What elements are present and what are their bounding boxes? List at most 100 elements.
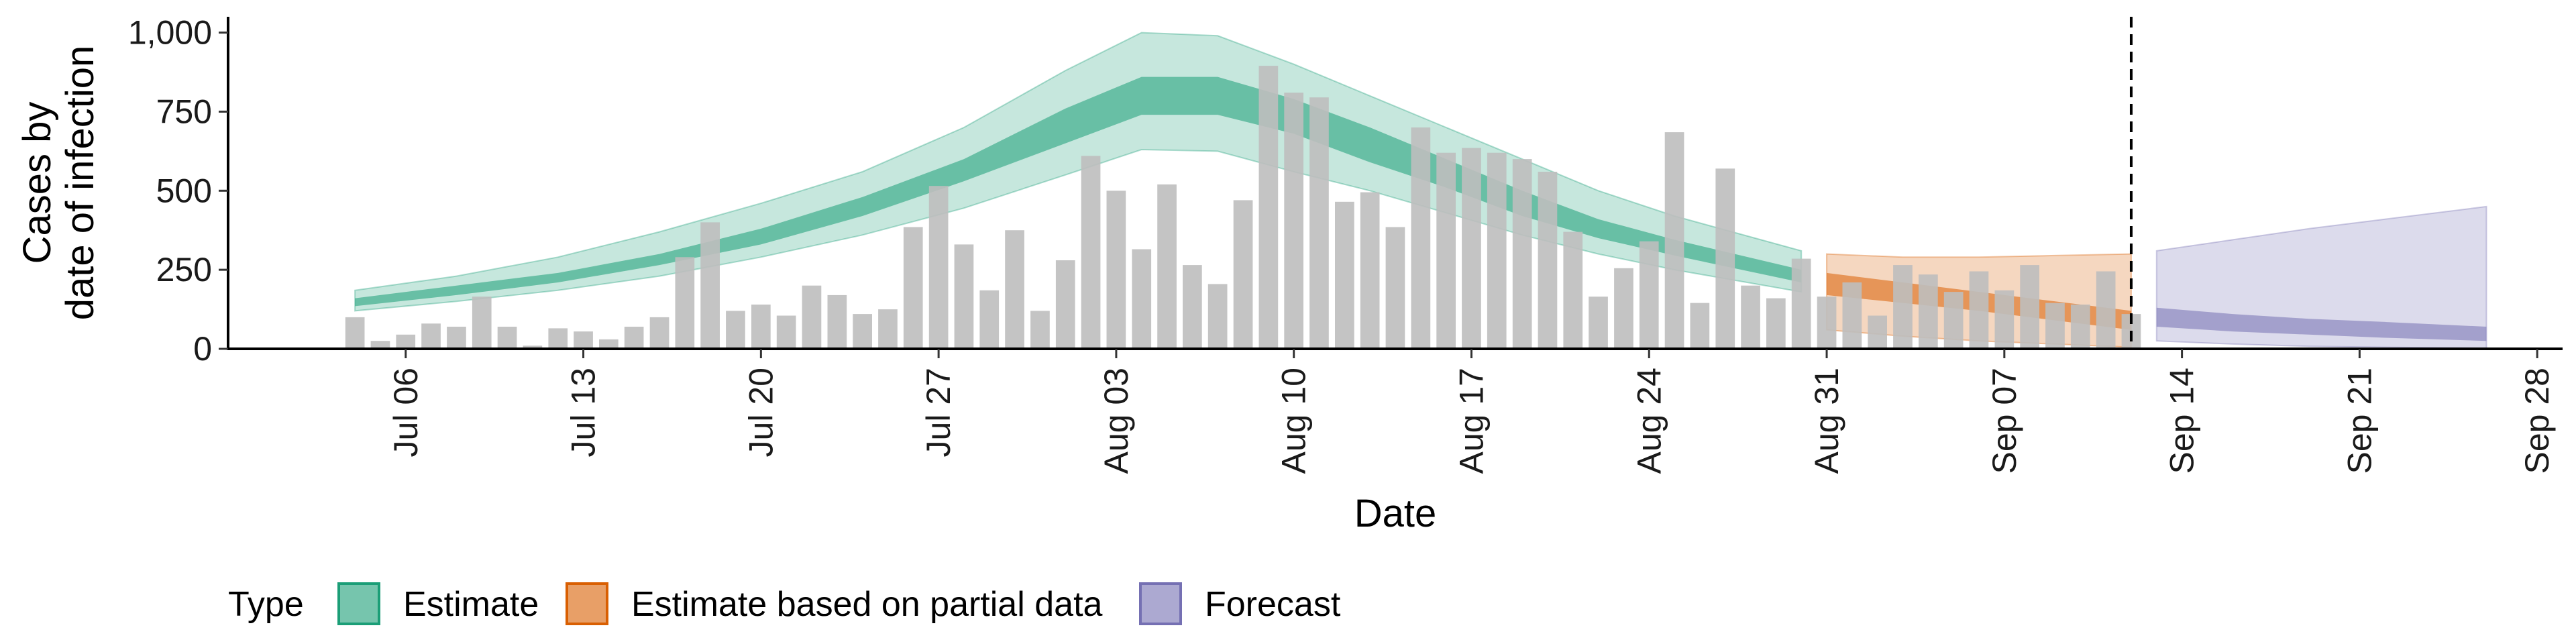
x-tick-label: Aug 10	[1275, 368, 1313, 474]
x-axis-title: Date	[1354, 492, 1437, 535]
bar	[649, 317, 669, 349]
bar	[1208, 284, 1228, 349]
bar	[370, 341, 390, 349]
bar	[802, 285, 822, 349]
legend-label: Estimate	[403, 585, 539, 624]
bar	[1258, 66, 1279, 349]
bar	[675, 257, 695, 349]
x-tick-label: Jul 27	[920, 368, 957, 457]
y-tick-label: 500	[156, 172, 212, 209]
bar	[574, 331, 593, 349]
bar	[853, 314, 872, 349]
bar	[1868, 315, 1887, 349]
bar	[751, 305, 771, 349]
y-tick-label: 1,000	[128, 14, 212, 52]
bar	[2020, 265, 2039, 349]
bar	[1512, 159, 1532, 349]
x-tick-label: Sep 07	[1986, 368, 2023, 474]
y-axis-ticks: 0 250 500 750 1,000	[128, 14, 228, 368]
legend-label: Estimate based on partial data	[631, 585, 1103, 624]
bar	[928, 186, 949, 349]
bar	[1817, 297, 1837, 349]
legend-label: Forecast	[1205, 585, 1341, 624]
bar	[700, 222, 720, 349]
bar	[1487, 152, 1507, 349]
bar	[1741, 285, 1760, 349]
legend-title: Type	[228, 585, 304, 624]
bar	[624, 327, 644, 349]
y-axis-title-text: Cases bydate of infection	[15, 46, 102, 321]
bar	[878, 309, 898, 349]
bar	[1106, 191, 1126, 349]
bar	[599, 339, 619, 349]
bar	[954, 244, 974, 349]
y-tick-label: 0	[193, 330, 212, 368]
bar	[1284, 93, 1303, 349]
bar	[396, 334, 416, 349]
bar	[1157, 184, 1177, 349]
bar	[1005, 230, 1024, 349]
bar	[1919, 274, 1938, 349]
bar	[1715, 168, 1735, 350]
bar	[1538, 172, 1558, 349]
outer-band-0	[354, 32, 1803, 312]
x-tick-label: Jul 13	[565, 368, 602, 457]
bar	[1766, 298, 1786, 349]
bar	[776, 315, 796, 349]
bar	[1055, 260, 1075, 349]
x-tick-label: Sep 21	[2341, 368, 2378, 474]
bar	[1233, 200, 1253, 349]
bar	[1589, 297, 1608, 349]
bar	[548, 328, 568, 349]
bar	[1969, 271, 1989, 349]
bar	[497, 327, 517, 349]
x-tick-label: Sep 14	[2163, 368, 2201, 474]
x-tick-label: Aug 17	[1452, 368, 1490, 474]
bar	[1690, 303, 1710, 349]
bar	[1563, 231, 1583, 349]
y-axis-title-line: Cases by	[15, 102, 59, 264]
inner-band-2	[2156, 307, 2487, 341]
bar	[1360, 192, 1380, 349]
bar	[1081, 156, 1101, 349]
x-tick-label: Jul 06	[387, 368, 425, 457]
bar	[1842, 282, 1862, 349]
bar	[1335, 201, 1354, 349]
bar	[1893, 265, 1913, 349]
bar	[903, 227, 923, 349]
x-tick-label: Sep 28	[2518, 368, 2556, 474]
bar	[1309, 97, 1329, 349]
bar	[1664, 132, 1684, 349]
bar	[1436, 152, 1456, 349]
bar	[1132, 249, 1152, 349]
x-tick-label: Aug 03	[1097, 368, 1135, 474]
bar	[1994, 290, 2015, 349]
axes	[227, 17, 2563, 350]
bar	[827, 294, 847, 349]
bar	[472, 297, 492, 349]
bar	[523, 345, 543, 349]
bar	[1030, 311, 1050, 349]
bar	[1614, 268, 1633, 349]
bar	[421, 323, 441, 349]
legend-key	[337, 582, 380, 625]
bar	[726, 311, 745, 349]
bar	[1183, 265, 1202, 349]
bar	[1791, 258, 1811, 349]
bar	[1943, 292, 1964, 349]
x-tick-label: Aug 31	[1808, 368, 1845, 474]
x-tick-label: Jul 20	[742, 368, 780, 457]
legend-key	[1139, 582, 1182, 625]
observed-bars	[345, 66, 2141, 350]
bar	[1385, 227, 1405, 349]
bar	[979, 290, 1000, 349]
bar	[2070, 305, 2090, 349]
legend: Type Estimate Estimate based on partial da…	[228, 582, 1341, 625]
bar	[1411, 127, 1431, 349]
bar	[345, 317, 365, 349]
bar	[1462, 148, 1481, 349]
legend-key	[566, 582, 608, 625]
bar	[2096, 271, 2116, 349]
y-tick-label: 750	[156, 93, 212, 130]
